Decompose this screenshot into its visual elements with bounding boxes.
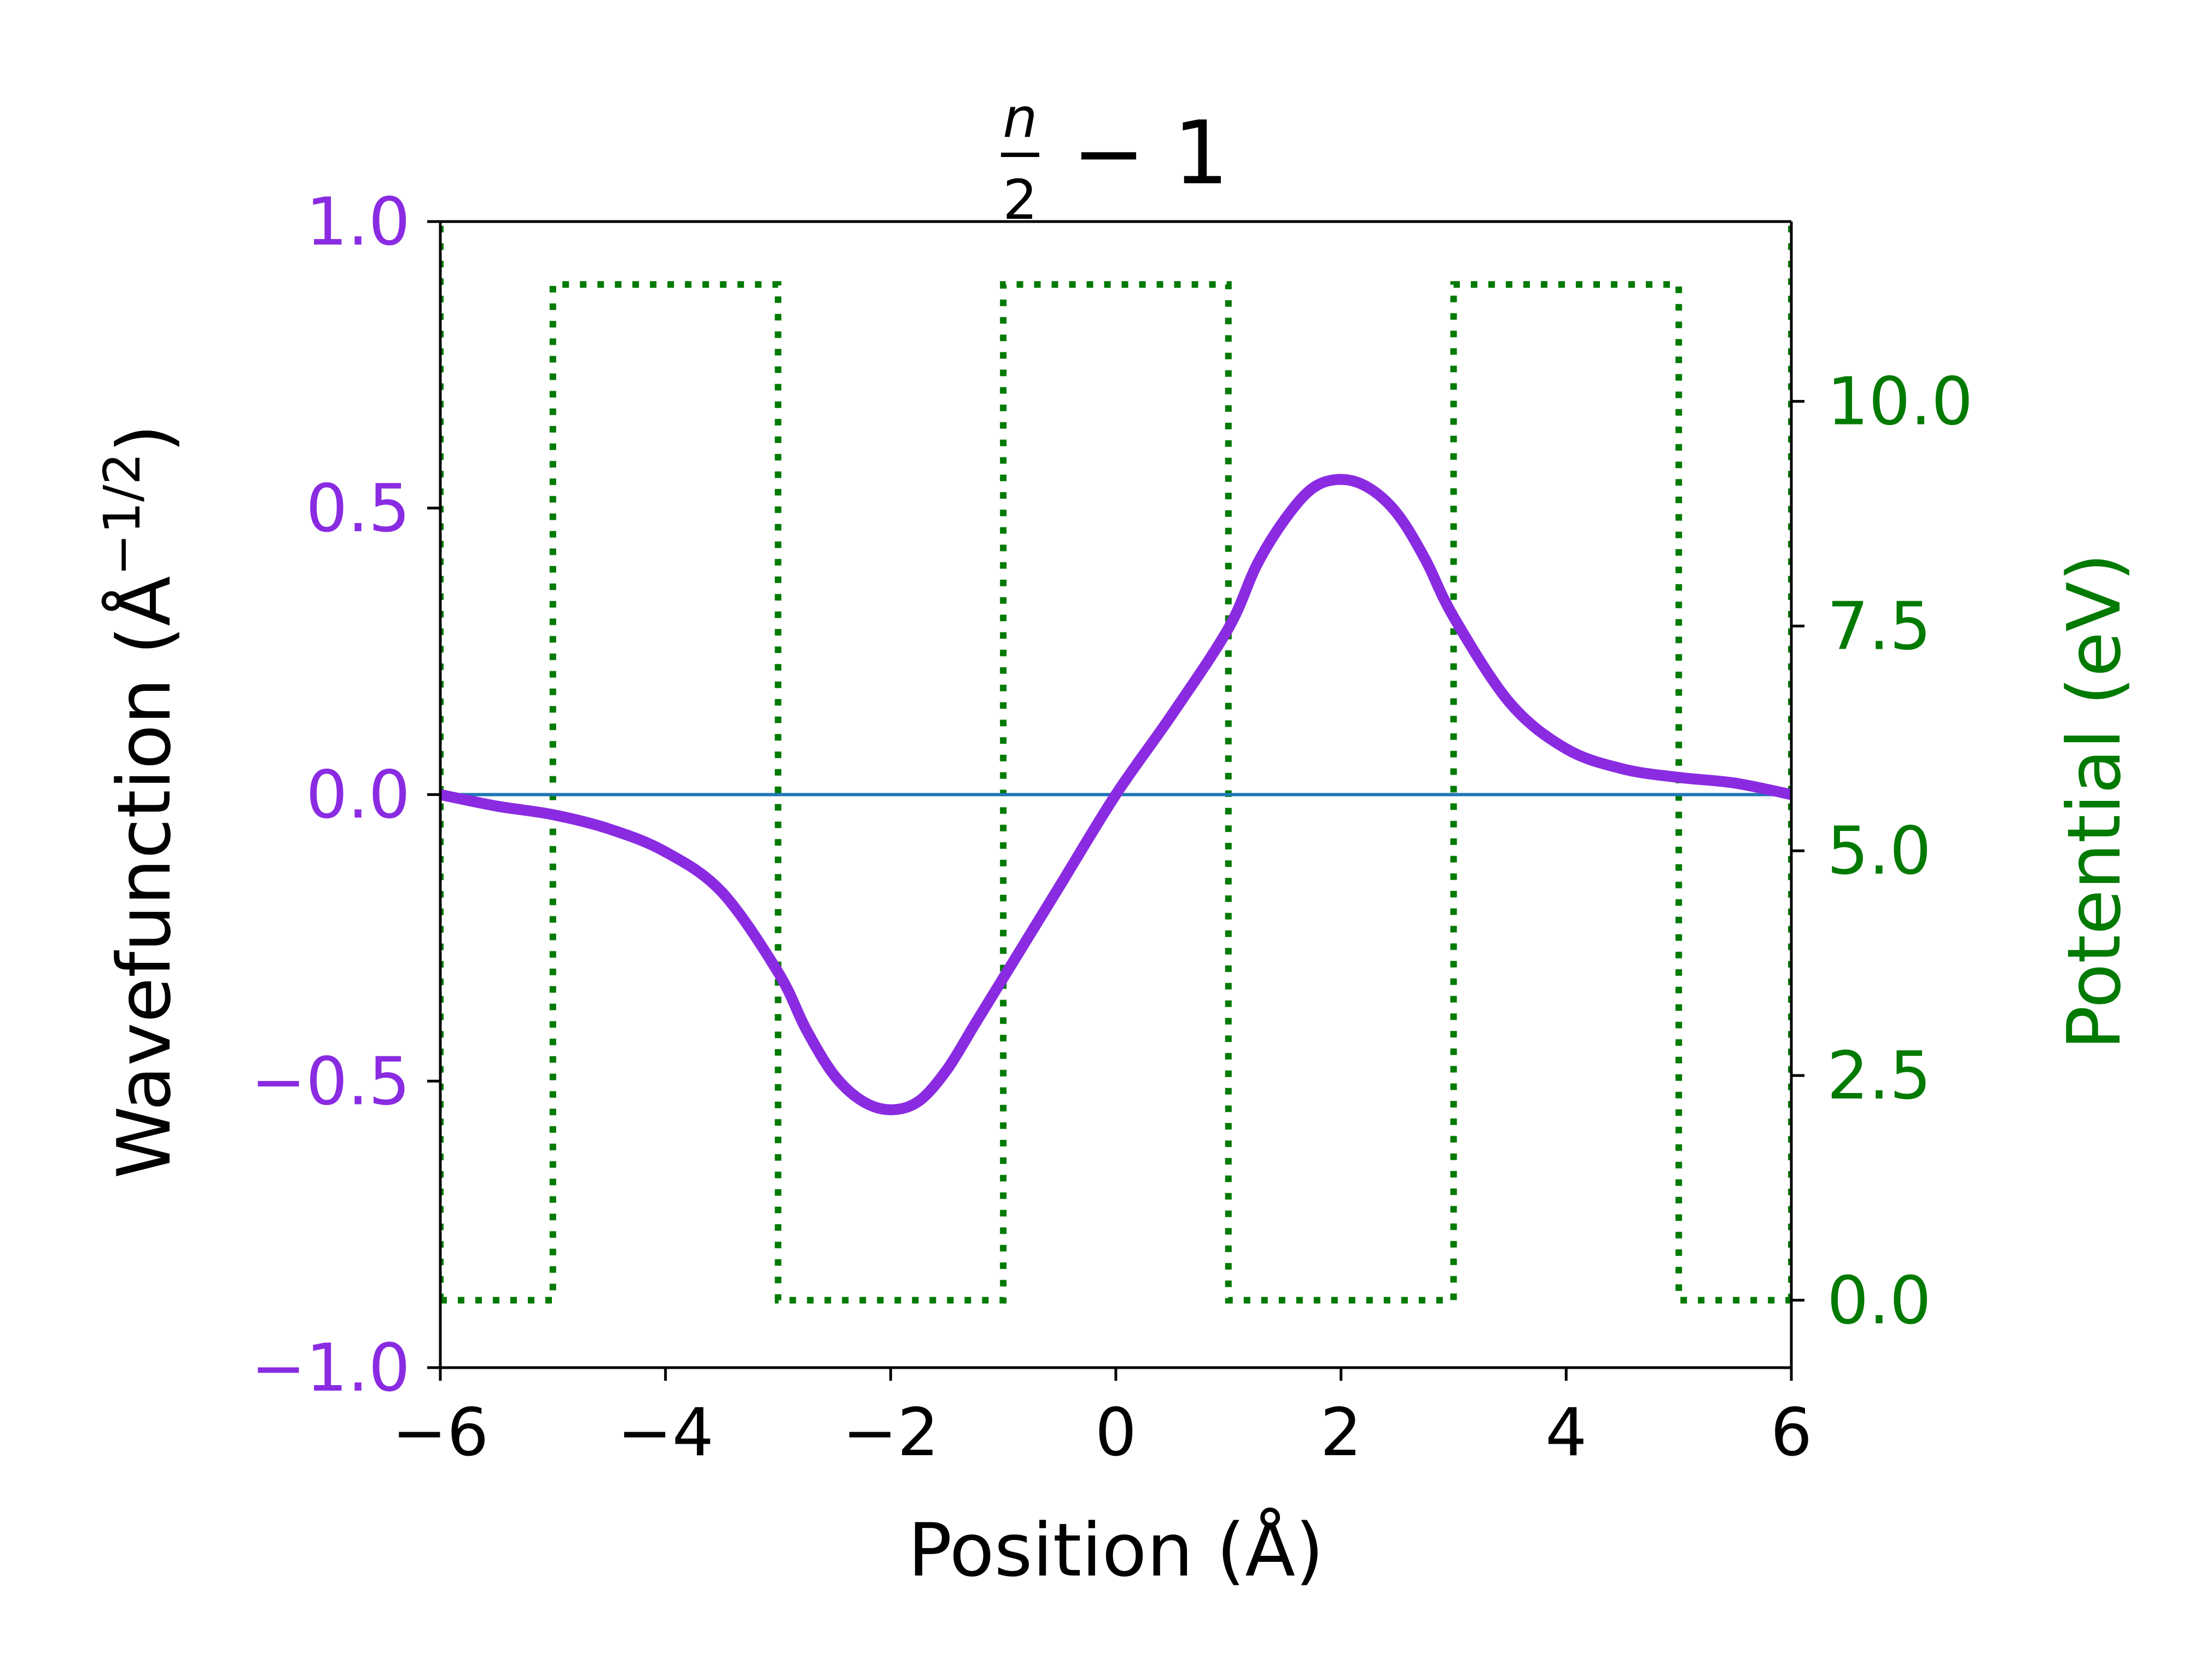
x-axis-label: Position (Å) bbox=[908, 1507, 1324, 1593]
title-denominator: 2 bbox=[1003, 168, 1038, 232]
right-y-tick-label: 10.0 bbox=[1827, 364, 1973, 440]
right-y-tick-label: 5.0 bbox=[1827, 813, 1931, 890]
plot-area bbox=[440, 222, 1791, 1304]
x-tick-label: 6 bbox=[1771, 1395, 1812, 1471]
chart-title: n 2 − 1 bbox=[1001, 86, 1229, 232]
x-tick-label: 0 bbox=[1095, 1395, 1137, 1471]
wavefunction-series-line bbox=[440, 474, 1791, 1115]
x-tick-label: −4 bbox=[617, 1395, 714, 1471]
right-y-tick-label: 0.0 bbox=[1827, 1263, 1931, 1339]
title-numerator: n bbox=[1003, 86, 1037, 150]
right-y-tick-label: 2.5 bbox=[1827, 1038, 1931, 1114]
y-axis-label-left-sup: −1/2 bbox=[93, 453, 152, 576]
x-tick-label: −2 bbox=[842, 1395, 939, 1471]
left-y-tick-label: 1.0 bbox=[306, 184, 410, 260]
y-axis-label-right: Potential (eV) bbox=[2052, 553, 2137, 1050]
x-tick-label: 4 bbox=[1545, 1395, 1587, 1471]
y-axis-label-left: Wavefunction (Å−1/2) bbox=[93, 424, 187, 1178]
left-y-tick-label: 0.5 bbox=[306, 471, 410, 547]
x-tick-label: 2 bbox=[1320, 1395, 1361, 1471]
left-y-tick-label: −0.5 bbox=[251, 1044, 410, 1120]
ticks: −6 −4 −2 0 2 4 6 −1.0 −0.5 0.0 0.5 1.0 0.0 2.5 5.0 7.5 1… bbox=[251, 184, 1973, 1471]
title-rest: − 1 bbox=[1072, 102, 1229, 204]
y-axis-label-left-main: Wavefunction (Å bbox=[101, 576, 187, 1179]
x-tick-label: −6 bbox=[392, 1395, 489, 1471]
y-axis-label-left-close: ) bbox=[102, 424, 187, 452]
left-y-tick-label: 0.0 bbox=[306, 758, 410, 834]
left-y-tick-label: −1.0 bbox=[251, 1330, 410, 1406]
right-y-tick-label: 7.5 bbox=[1827, 589, 1931, 665]
